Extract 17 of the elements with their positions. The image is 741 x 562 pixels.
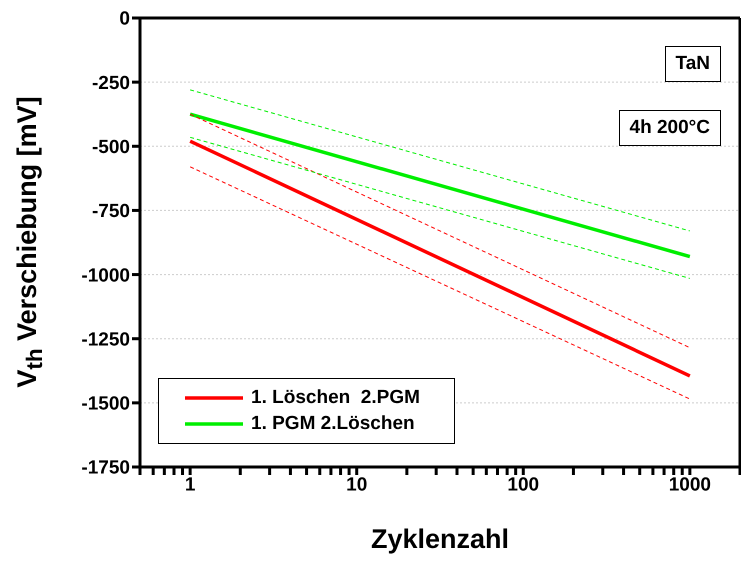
y-tick-label: 0 <box>119 8 130 30</box>
annotation: 4h 200°C <box>618 110 721 146</box>
legend-label: 1. PGM 2.Löschen <box>251 412 415 436</box>
y-tick-label: -1000 <box>81 265 130 286</box>
x-axis-title: Zyklenzahl <box>370 524 510 555</box>
y-tick-label: -1250 <box>81 329 130 350</box>
annotation: TaN <box>664 46 721 82</box>
y-tick-label: -750 <box>92 201 130 222</box>
y-tick-label: -250 <box>92 72 130 94</box>
y-tick-label: -1750 <box>81 458 130 479</box>
x-tick-label: 100 <box>507 474 540 496</box>
x-tick-label: 10 <box>346 474 368 496</box>
y-tick-label: -500 <box>92 137 130 158</box>
legend-label: 1. Löschen 2.PGM <box>251 386 420 410</box>
x-tick-label: 1 <box>184 474 196 496</box>
y-tick-label: -1500 <box>81 394 130 415</box>
x-tick-label: 1000 <box>668 474 711 496</box>
